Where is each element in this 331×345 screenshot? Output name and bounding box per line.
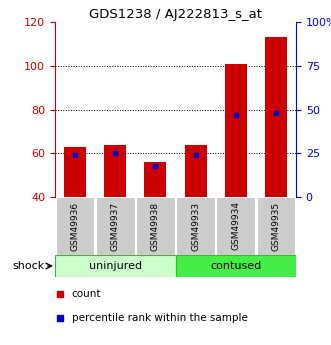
Text: GSM49936: GSM49936 [71,201,79,250]
Bar [175,255,296,277]
Text: shock: shock [13,261,45,271]
Text: GSM49937: GSM49937 [111,201,120,250]
Bar [55,255,175,277]
Bar [176,197,215,255]
Text: percentile rank within the sample: percentile rank within the sample [72,313,248,323]
Text: contused: contused [210,261,261,271]
Text: GSM49935: GSM49935 [271,201,280,250]
Text: GSM49934: GSM49934 [231,201,240,250]
Bar [136,197,175,255]
Title: GDS1238 / AJ222813_s_at: GDS1238 / AJ222813_s_at [89,8,262,21]
Bar [144,162,166,197]
Bar [265,37,287,197]
Text: GSM49933: GSM49933 [191,201,200,250]
Bar [64,147,86,197]
Bar [185,145,207,197]
Text: uninjured: uninjured [89,261,142,271]
Bar [104,145,126,197]
Bar [56,197,94,255]
Text: GSM49938: GSM49938 [151,201,160,250]
Bar [257,197,295,255]
Text: count: count [72,289,101,299]
Bar [216,197,255,255]
Bar [96,197,134,255]
Bar [225,63,247,197]
